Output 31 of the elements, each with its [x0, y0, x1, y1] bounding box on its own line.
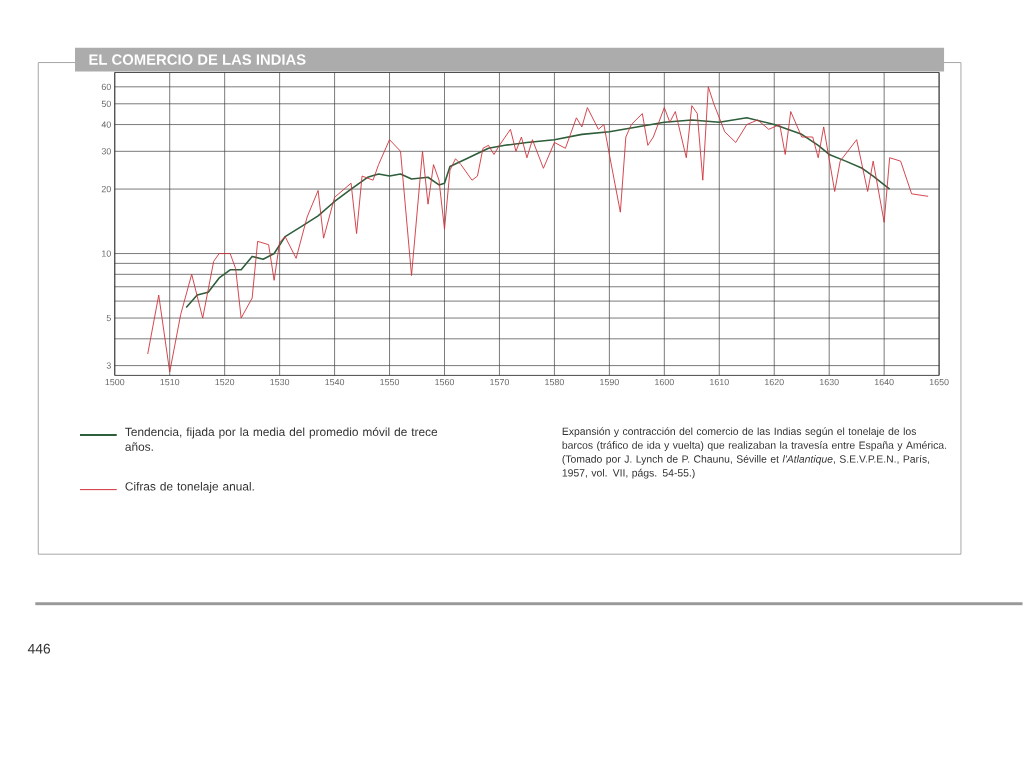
x-tick-label: 1530 [270, 379, 290, 386]
x-tick-label: 1640 [874, 379, 894, 386]
x-tick-label: 1650 [929, 379, 949, 386]
y-tick-label: 3 [106, 362, 111, 369]
y-tick-label: 30 [101, 148, 111, 155]
y-tick-label: 40 [101, 121, 111, 128]
x-tick-label: 1590 [600, 379, 619, 386]
y-tick-label: 60 [101, 83, 111, 91]
text: 446 [27, 643, 51, 654]
text: Expansión y contracción del comercio de las Indias según el tonelaje de los barcos (tráfico de ida y vuelta) que realizaban la travesía entre España y América. (Tomado por J. Lynch de P. Chaunu, Séville et l'Atlantique, S.E.V.P.E.N., París, 1957, vol. VII, págs. 54-55.) [562, 427, 947, 479]
x-tick-label: 1600 [655, 379, 674, 386]
y-tick-label: 5 [106, 315, 111, 322]
x-tick-label: 1610 [710, 379, 729, 386]
y-tick-label: 10 [102, 250, 111, 257]
x-tick-label: 1500 [105, 379, 125, 386]
legend-label: Cifras de tonelaje anual. [125, 482, 254, 494]
x-tick-label: 1560 [435, 379, 455, 386]
x-tick-label: 1620 [765, 379, 784, 386]
x-tick-label: 1630 [819, 379, 839, 386]
legend-label: Tendencia, fijada por la media del promedio móvil de trece años. [125, 427, 438, 452]
y-tick-label: 20 [101, 186, 111, 193]
x-tick-label: 1550 [380, 379, 400, 386]
chart-title: EL COMERCIO DE LAS INDIAS [89, 54, 306, 65]
x-tick-label: 1570 [490, 379, 510, 386]
line-series [147, 86, 929, 373]
line-series [185, 117, 891, 309]
x-tick-label: 1520 [215, 379, 235, 386]
x-tick-label: 1580 [545, 379, 564, 386]
x-tick-label: 1540 [325, 379, 345, 386]
y-tick-label: 50 [101, 100, 111, 108]
x-tick-label: 1510 [160, 379, 180, 386]
